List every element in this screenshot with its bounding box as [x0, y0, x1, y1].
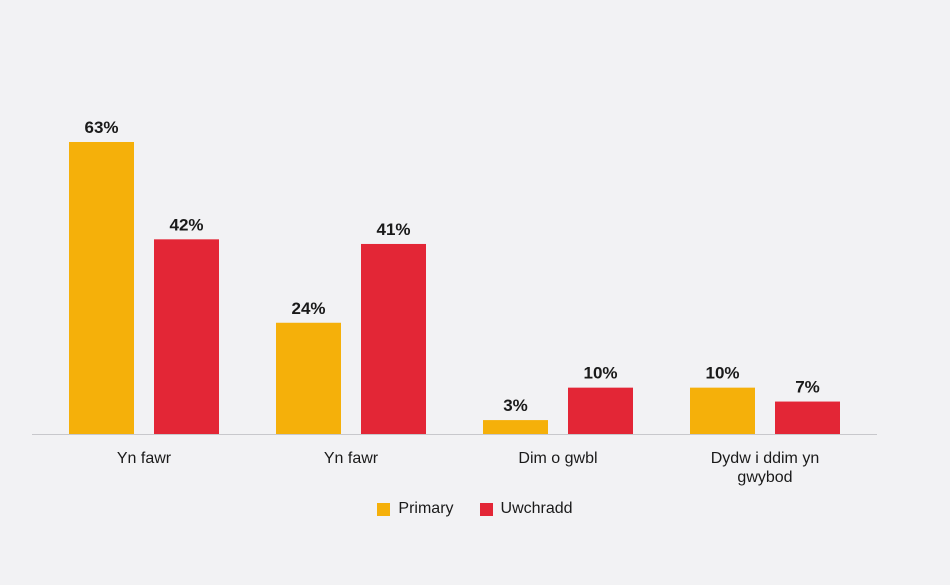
- data-label-primary-0: 63%: [84, 118, 118, 137]
- legend-label-uwchradd: Uwchradd: [500, 500, 573, 517]
- legend-swatch-primary: [377, 502, 391, 516]
- bar-uwchradd-2: [568, 387, 633, 434]
- bar-uwchradd-1: [361, 243, 426, 434]
- bar-primary-0: [69, 141, 134, 434]
- data-label-primary-1: 24%: [291, 299, 325, 318]
- data-label-primary-3: 10%: [705, 364, 739, 383]
- data-label-uwchradd-1: 41%: [376, 220, 410, 239]
- category-label-3-1: gwybod: [737, 469, 792, 486]
- category-label-2-0: Dim o gwbl: [518, 450, 597, 467]
- bar-uwchradd-0: [154, 239, 219, 434]
- legend-swatch-uwchradd: [479, 502, 493, 516]
- data-label-uwchradd-2: 10%: [583, 364, 617, 383]
- category-label-0-0: Yn fawr: [117, 450, 172, 467]
- bar-primary-2: [483, 420, 548, 434]
- legend-label-primary: Primary: [398, 500, 454, 517]
- category-label-3-0: Dydw i ddim yn: [711, 450, 819, 467]
- category-label-1-0: Yn fawr: [324, 450, 379, 467]
- bar-primary-1: [276, 322, 341, 434]
- bar-uwchradd-3: [775, 401, 840, 434]
- legend-item-uwchradd: Uwchradd: [479, 500, 573, 518]
- legend-item-primary: Primary: [377, 500, 454, 518]
- bar-primary-3: [690, 387, 755, 434]
- legend: Primary Uwchradd: [0, 500, 950, 518]
- data-label-uwchradd-0: 42%: [169, 215, 203, 234]
- data-label-uwchradd-3: 7%: [795, 378, 820, 397]
- data-label-primary-2: 3%: [503, 396, 528, 415]
